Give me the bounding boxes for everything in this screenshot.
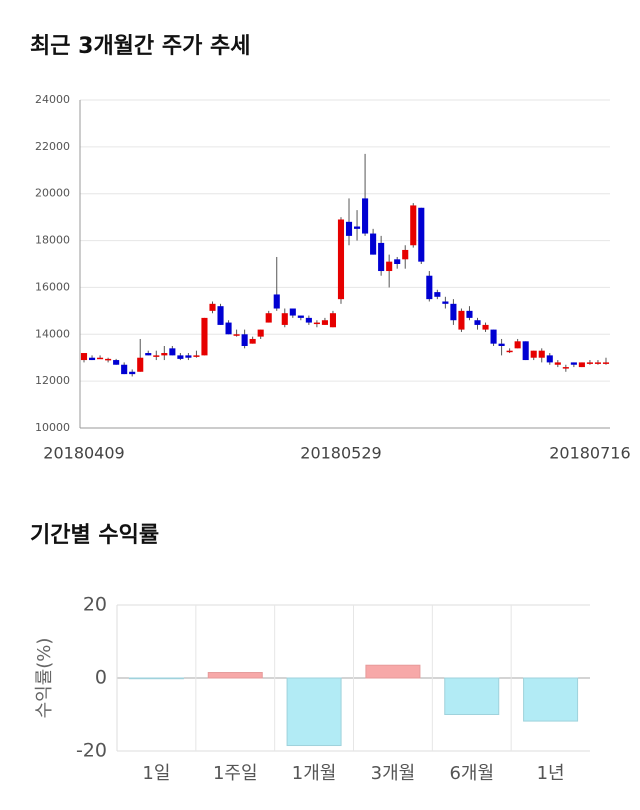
candle-body: [337, 219, 345, 300]
candle-body: [466, 310, 473, 318]
candle-body: [402, 249, 409, 260]
candle-body: [88, 357, 96, 361]
candle-body: [490, 329, 497, 344]
x-tick-label: 6개월: [449, 763, 494, 784]
y-tick-label: 24000: [35, 93, 70, 106]
candle-body: [353, 226, 361, 229]
candle-body: [273, 294, 280, 309]
x-tick-label: 1주일: [213, 763, 258, 784]
candle-body: [241, 334, 248, 346]
bar: [365, 664, 421, 679]
y-tick-label: 18000: [35, 234, 70, 247]
candle-body: [161, 353, 168, 356]
y-tick-label: 0: [95, 667, 107, 689]
candle-body: [80, 353, 88, 361]
y-tick-label: 14000: [35, 327, 70, 340]
candle-body: [97, 357, 104, 360]
candle-body: [602, 362, 610, 364]
candle-body: [506, 350, 513, 353]
candle-body: [546, 355, 553, 363]
candle-body: [113, 360, 120, 365]
candle-body: [442, 301, 449, 304]
candle-body: [386, 261, 393, 272]
candle-body: [137, 357, 144, 372]
chart-title: 최근 3개월간 주가 추세: [30, 34, 250, 59]
candle-body: [482, 324, 489, 330]
y-tick-label: 16000: [35, 280, 70, 293]
candle-body: [474, 320, 481, 325]
candle-body: [498, 343, 505, 346]
y-tick-label: -20: [76, 740, 107, 762]
y-axis-label: 수익률(%): [34, 638, 55, 719]
x-tick-label: 20180529: [300, 444, 381, 463]
candle-body: [257, 329, 264, 337]
y-tick-label: 10000: [35, 421, 70, 434]
candle-body: [145, 353, 152, 356]
candle-body: [378, 242, 385, 272]
candle-body: [265, 313, 272, 323]
candle-body: [297, 315, 304, 318]
candle-body: [289, 308, 296, 316]
candle-body: [594, 362, 602, 364]
bar: [523, 677, 579, 722]
candle-body: [370, 233, 377, 255]
candle-body: [177, 355, 184, 359]
y-tick-label: 22000: [35, 140, 70, 153]
candle-body: [586, 362, 593, 364]
candle-body: [345, 221, 353, 236]
candle-body: [105, 358, 112, 361]
candle-body: [570, 362, 577, 365]
bar: [128, 677, 184, 680]
x-tick-label: 1일: [142, 763, 170, 784]
candle-body: [538, 350, 545, 358]
candle-body: [217, 306, 224, 325]
y-tick-label: 20000: [35, 187, 70, 200]
bar: [207, 672, 263, 679]
candle-body: [426, 275, 433, 300]
candle-body: [578, 362, 585, 368]
x-tick-label: 3개월: [371, 763, 416, 784]
candle-body: [305, 317, 312, 323]
candle-body: [554, 362, 561, 365]
y-tick-label: 12000: [35, 374, 70, 387]
candle-body: [321, 320, 328, 325]
x-tick-label: 20180409: [43, 444, 124, 463]
x-tick-label: 1개월: [292, 763, 337, 784]
candle-body: [225, 322, 232, 335]
x-tick-label: 1년: [537, 763, 565, 784]
candle-body: [281, 313, 288, 325]
candle-body: [362, 198, 369, 234]
candle-body: [514, 341, 521, 349]
candle-body: [329, 313, 337, 328]
bar: [286, 677, 342, 747]
candle-body: [201, 317, 208, 356]
y-tick-label: 20: [83, 594, 107, 616]
candle-body: [410, 205, 417, 246]
candle-body: [249, 338, 256, 344]
candle-body: [522, 341, 529, 361]
candle-body: [458, 310, 465, 330]
candle-body: [394, 259, 401, 264]
candle-body: [562, 367, 569, 369]
candle-body: [313, 322, 320, 325]
candle-body: [530, 350, 537, 358]
chart-title: 기간별 수익률: [30, 523, 159, 548]
candle-body: [233, 334, 240, 336]
candle-body: [185, 355, 192, 358]
candle-body: [169, 348, 176, 356]
candle-body: [121, 364, 128, 375]
candle-body: [418, 207, 425, 262]
bar: [444, 677, 500, 715]
candle-body: [153, 355, 160, 357]
x-tick-label: 20180716: [549, 444, 630, 463]
candle-body: [129, 371, 136, 375]
candle-body: [450, 303, 457, 321]
candle-body: [209, 303, 216, 311]
candle-body: [193, 355, 200, 357]
candle-body: [434, 292, 441, 297]
